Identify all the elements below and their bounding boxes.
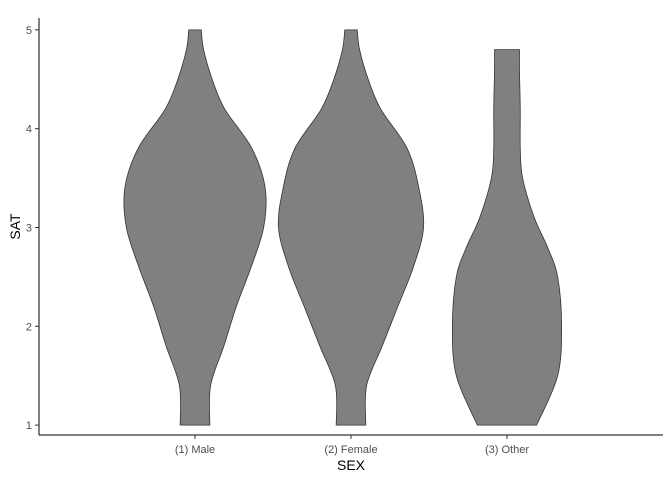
y-tick-label: 2 <box>26 321 32 333</box>
x-axis-ticks: (1) Male (2) Female (3) Other <box>175 435 529 456</box>
violin-1 <box>123 29 267 426</box>
y-axis-ticks: 1 2 3 4 5 <box>26 25 39 432</box>
violin-2 <box>277 29 425 426</box>
y-tick-label: 5 <box>26 25 32 37</box>
y-tick-label: 1 <box>26 420 32 432</box>
y-axis-title: SAT <box>7 213 23 240</box>
x-tick-label: (3) Other <box>485 444 529 456</box>
x-axis-title: SEX <box>337 457 366 473</box>
y-tick-label: 4 <box>26 124 32 136</box>
x-tick-label: (2) Female <box>324 444 377 456</box>
violin-layer <box>123 29 563 426</box>
x-tick-label: (1) Male <box>175 444 215 456</box>
violin-3 <box>451 49 563 426</box>
y-tick-label: 3 <box>26 222 32 234</box>
